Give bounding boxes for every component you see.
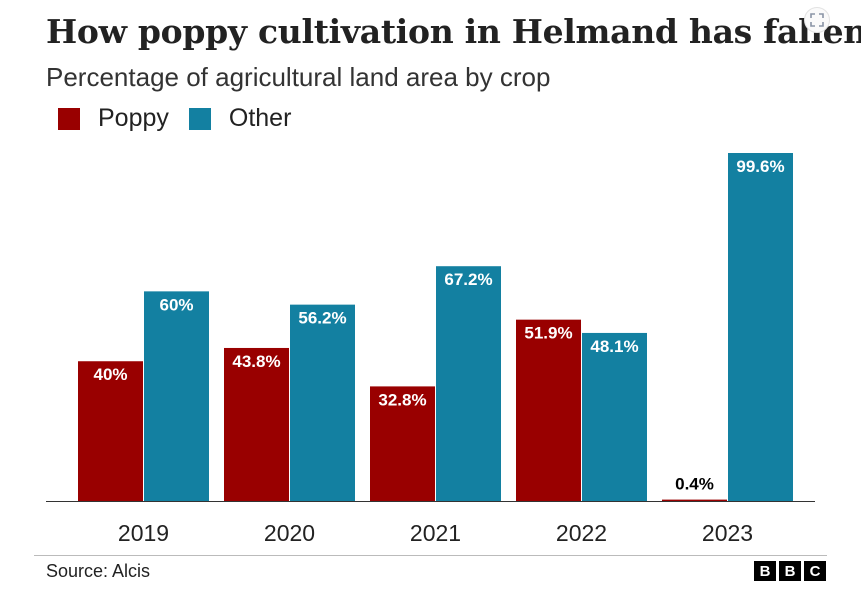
data-label-other-2020: 56.2% bbox=[298, 309, 346, 328]
data-label-other-2023: 99.6% bbox=[736, 157, 784, 176]
bar-other-2022 bbox=[582, 332, 647, 501]
logo-block: B bbox=[754, 561, 776, 581]
chart-title: How poppy cultivation in Helmand has fal… bbox=[46, 12, 861, 51]
footer-divider bbox=[34, 555, 827, 556]
logo-block: B bbox=[779, 561, 801, 581]
data-label-poppy-2020: 43.8% bbox=[232, 352, 280, 371]
bar-other-2021 bbox=[436, 266, 501, 501]
data-label-poppy-2023: 0.4% bbox=[675, 475, 714, 494]
bar-poppy-2021 bbox=[370, 386, 435, 501]
data-label-poppy-2019: 40% bbox=[93, 365, 127, 384]
bar-other-2020 bbox=[290, 304, 355, 501]
data-label-other-2021: 67.2% bbox=[444, 270, 492, 289]
bar-other-2019 bbox=[144, 291, 209, 501]
legend-swatch-poppy bbox=[58, 107, 80, 130]
logo-block: C bbox=[804, 561, 826, 581]
x-tick-label: 2020 bbox=[264, 520, 315, 546]
data-label-poppy-2021: 32.8% bbox=[378, 390, 426, 409]
source-note: Source: Alcis bbox=[46, 561, 151, 581]
x-tick-label: 2019 bbox=[118, 520, 169, 546]
data-label-poppy-2022: 51.9% bbox=[524, 324, 572, 343]
bbc-logo: B B C bbox=[751, 561, 826, 581]
legend-label-poppy: Poppy bbox=[98, 104, 169, 132]
expand-icon-glyph bbox=[810, 13, 824, 27]
legend-swatch-other bbox=[188, 107, 211, 130]
chart-subtitle: Percentage of agricultural land area by … bbox=[46, 62, 551, 92]
data-label-other-2022: 48.1% bbox=[590, 337, 638, 356]
data-label-other-2019: 60% bbox=[159, 295, 193, 314]
bar-poppy-2020 bbox=[224, 347, 289, 501]
bar-poppy-2022 bbox=[516, 319, 581, 501]
chart-legend: Poppy Other bbox=[58, 104, 311, 133]
bar-poppy-2019 bbox=[78, 361, 143, 501]
x-tick-label: 2021 bbox=[410, 520, 461, 546]
legend-item-poppy: Poppy bbox=[58, 104, 169, 133]
bar-other-2023 bbox=[728, 153, 793, 501]
bar-poppy-2023 bbox=[662, 499, 727, 501]
legend-label-other: Other bbox=[228, 104, 292, 132]
x-tick-label: 2023 bbox=[702, 520, 753, 546]
legend-item-other: Other bbox=[188, 104, 292, 133]
x-tick-label: 2022 bbox=[556, 520, 607, 546]
expand-icon[interactable] bbox=[804, 7, 830, 33]
